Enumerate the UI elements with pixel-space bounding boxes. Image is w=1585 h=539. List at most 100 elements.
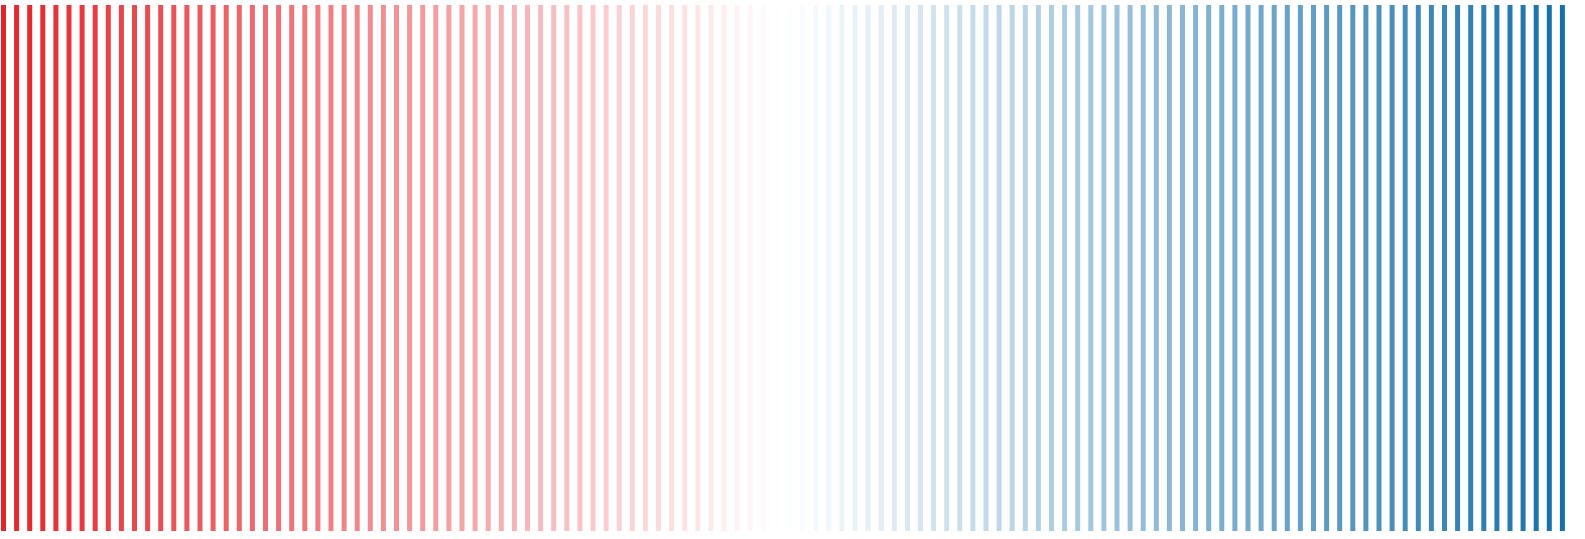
stripe <box>407 5 413 531</box>
stripe <box>1533 5 1539 531</box>
stripe <box>1337 5 1343 531</box>
stripe <box>1376 5 1382 531</box>
stripe <box>944 5 950 531</box>
stripe <box>1415 5 1421 531</box>
stripe <box>1481 5 1487 531</box>
stripe <box>1049 5 1054 531</box>
stripe <box>1428 5 1434 531</box>
stripe <box>1271 5 1277 531</box>
stripe <box>708 5 714 531</box>
stripe <box>996 5 1002 531</box>
stripe <box>1075 5 1081 531</box>
stripe <box>787 5 792 531</box>
stripe <box>223 5 229 531</box>
stripe <box>1363 5 1369 531</box>
stripe <box>1193 5 1199 531</box>
stripe <box>721 5 727 531</box>
stripe <box>931 5 937 531</box>
stripe <box>315 5 321 531</box>
stripe <box>459 5 465 531</box>
stripe <box>839 5 845 531</box>
stripe <box>158 5 164 531</box>
stripe <box>276 5 282 531</box>
stripe <box>551 5 557 531</box>
stripe <box>1153 5 1159 531</box>
stripe <box>525 5 530 531</box>
stripe <box>1468 5 1474 531</box>
stripe <box>197 5 203 531</box>
stripe <box>1088 5 1094 531</box>
stripe <box>92 5 98 531</box>
stripe <box>53 5 59 531</box>
stripe <box>669 5 675 531</box>
stripe <box>852 5 858 531</box>
stripe <box>289 5 295 531</box>
stripe <box>394 5 399 531</box>
stripe <box>538 5 544 531</box>
stripe <box>1035 5 1041 531</box>
stripe <box>263 5 268 531</box>
stripe <box>1324 5 1330 531</box>
stripe <box>865 5 871 531</box>
stripe <box>1402 5 1408 531</box>
stripe <box>380 5 386 531</box>
stripe <box>184 5 190 531</box>
stripe <box>957 5 963 531</box>
stripe <box>145 5 151 531</box>
stripe <box>485 5 491 531</box>
stripe <box>1022 5 1028 531</box>
stripe <box>1546 5 1552 531</box>
stripe <box>577 5 583 531</box>
stripe <box>105 5 111 531</box>
stripe <box>590 5 596 531</box>
stripe <box>1297 5 1303 531</box>
stripe <box>132 5 137 531</box>
stripe <box>918 5 923 531</box>
stripe <box>1062 5 1068 531</box>
stripe <box>1442 5 1447 531</box>
stripe <box>656 5 661 531</box>
stripe <box>682 5 688 531</box>
stripe <box>1140 5 1146 531</box>
stripe <box>878 5 884 531</box>
stripe <box>171 5 177 531</box>
stripe <box>773 5 779 531</box>
stripe <box>367 5 373 531</box>
stripe <box>433 5 439 531</box>
stripe <box>734 5 740 531</box>
stripe <box>1166 5 1172 531</box>
stripe <box>341 5 347 531</box>
stripe <box>1127 5 1133 531</box>
stripe <box>1559 5 1565 531</box>
stripe <box>420 5 426 531</box>
stripe <box>642 5 648 531</box>
stripe <box>1284 5 1290 531</box>
stripe <box>472 5 478 531</box>
stripe <box>695 5 701 531</box>
stripe <box>446 5 452 531</box>
stripe <box>210 5 216 531</box>
stripe <box>813 5 819 531</box>
stripe <box>760 5 766 531</box>
stripe <box>66 5 72 531</box>
stripe <box>1350 5 1356 531</box>
stripe <box>983 5 989 531</box>
stripe <box>1520 5 1526 531</box>
stripe <box>603 5 609 531</box>
stripe <box>1258 5 1264 531</box>
stripe <box>1494 5 1500 531</box>
stripe <box>1311 5 1316 531</box>
stripe <box>1219 5 1225 531</box>
stripe <box>1180 5 1185 531</box>
stripe <box>236 5 242 531</box>
stripe <box>1101 5 1107 531</box>
stripe <box>564 5 570 531</box>
stripe <box>40 5 46 531</box>
stripe <box>891 5 897 531</box>
stripe <box>1245 5 1251 531</box>
stripe <box>1206 5 1212 531</box>
stripe <box>328 5 334 531</box>
stripe <box>1 5 6 531</box>
